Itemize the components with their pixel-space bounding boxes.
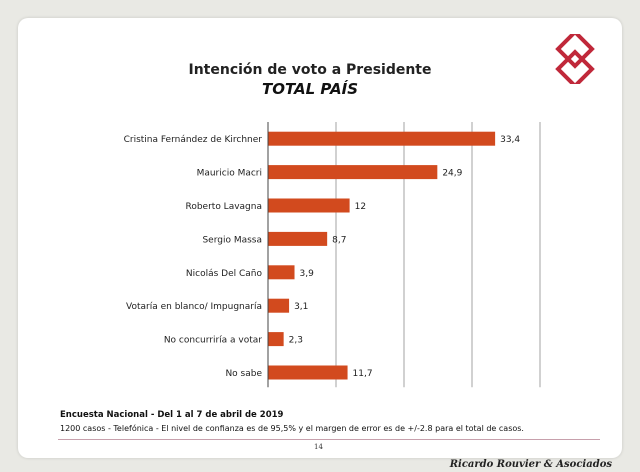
category-label: Mauricio Macri — [197, 169, 262, 179]
category-label: No sabe — [225, 369, 262, 379]
bar — [268, 165, 438, 180]
category-label: Votaría en blanco/ Impugnaría — [126, 302, 262, 312]
survey-details-note: 1200 casos - Telefónica - El nivel de co… — [60, 424, 524, 433]
bar — [268, 332, 284, 347]
category-label: Roberto Lavagna — [185, 202, 262, 212]
bar — [268, 265, 295, 280]
company-logo-icon — [555, 34, 595, 84]
bar — [268, 131, 496, 146]
chart-subtitle: TOTAL PAÍS — [261, 80, 359, 98]
category-label: Cristina Fernández de Kirchner — [124, 135, 263, 145]
category-label: No concurriría a votar — [164, 336, 262, 346]
chart-title: Intención de voto a Presidente — [188, 62, 432, 78]
footer-brand: Ricardo Rouvier & Asociados — [449, 459, 612, 470]
data-label: 11,7 — [353, 369, 373, 379]
category-label: Sergio Massa — [202, 235, 262, 245]
category-label: Nicolás Del Caño — [186, 269, 263, 279]
data-label: 24,9 — [442, 169, 462, 179]
bar — [268, 231, 328, 246]
data-label: 3,9 — [300, 269, 315, 279]
bar — [268, 298, 290, 313]
data-label: 8,7 — [332, 235, 346, 245]
page-number: 14 — [314, 443, 323, 451]
footer-divider — [58, 439, 600, 440]
data-label: 3,1 — [294, 302, 308, 312]
bar — [268, 365, 348, 380]
bar-chart: Cristina Fernández de Kirchner 33,4 Mauric… — [124, 122, 541, 388]
data-label: 12 — [355, 202, 366, 212]
data-label: 33,4 — [500, 135, 520, 145]
data-label: 2,3 — [289, 336, 303, 346]
bar — [268, 198, 350, 213]
survey-note: Encuesta Nacional - Del 1 al 7 de abril … — [60, 410, 284, 420]
